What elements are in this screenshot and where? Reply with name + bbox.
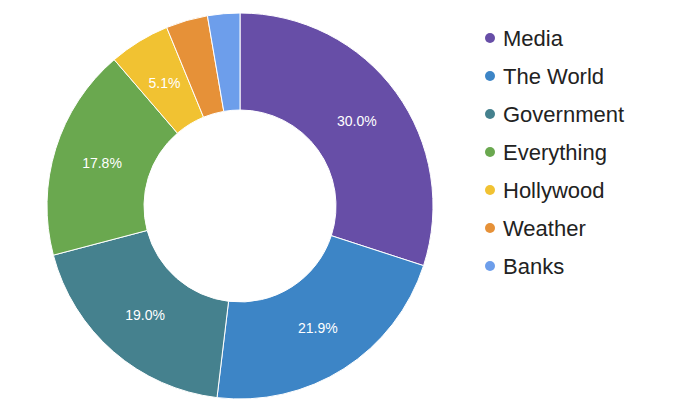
donut-slice <box>207 13 240 111</box>
slices <box>47 13 433 399</box>
legend-marker <box>485 109 495 119</box>
chart-container: 30.0% 21.9% 19.0% 17.8% 5.1% Media The World Go… <box>0 0 683 419</box>
donut-slice <box>217 236 424 399</box>
legend-marker <box>485 33 495 43</box>
legend-marker <box>485 147 495 157</box>
legend-marker <box>485 71 495 81</box>
legend-label: Everything <box>503 140 607 165</box>
legend-marker <box>485 185 495 195</box>
legend-marker <box>485 223 495 233</box>
data-labels: 30.0% 21.9% 19.0% 17.8% 5.1% <box>82 75 377 336</box>
data-label: 30.0% <box>337 113 377 129</box>
legend-label: Hollywood <box>503 178 605 203</box>
data-label: 21.9% <box>298 320 338 336</box>
data-label: 19.0% <box>125 307 165 323</box>
donut-slice <box>53 230 228 397</box>
data-label: 5.1% <box>149 75 181 91</box>
chart-svg: 30.0% 21.9% 19.0% 17.8% 5.1% Media The World Go… <box>0 0 683 419</box>
data-label: 17.8% <box>82 155 122 171</box>
legend-label: Banks <box>503 254 564 279</box>
donut-slice <box>240 13 433 266</box>
legend-label: Government <box>503 102 624 127</box>
legend: Media The World Government Everything Hollyw… <box>485 26 624 279</box>
legend-label: Weather <box>503 216 586 241</box>
legend-marker <box>485 261 495 271</box>
legend-label: Media <box>503 26 564 51</box>
legend-label: The World <box>503 64 604 89</box>
